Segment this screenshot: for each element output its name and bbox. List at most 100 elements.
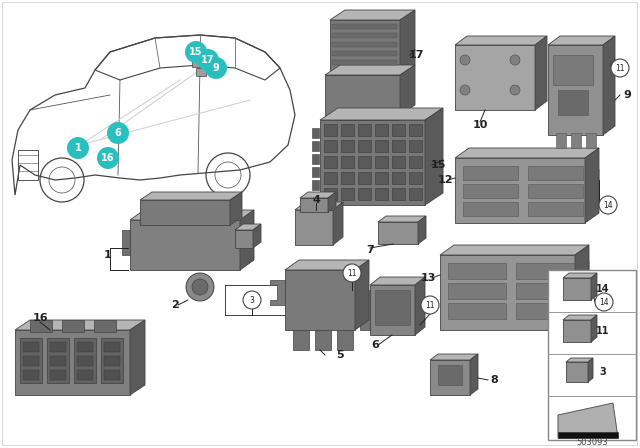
Bar bbox=[375, 140, 388, 152]
Bar bbox=[312, 193, 319, 203]
Bar bbox=[392, 188, 405, 200]
Text: 17: 17 bbox=[201, 55, 215, 65]
Bar bbox=[312, 154, 319, 164]
Text: 1: 1 bbox=[75, 143, 81, 153]
Polygon shape bbox=[430, 354, 478, 360]
Polygon shape bbox=[270, 280, 285, 305]
Bar bbox=[47, 338, 69, 383]
Bar bbox=[315, 330, 331, 350]
Bar bbox=[341, 124, 354, 136]
Polygon shape bbox=[575, 261, 589, 290]
Bar bbox=[341, 172, 354, 184]
Bar bbox=[15, 330, 130, 395]
Polygon shape bbox=[15, 320, 145, 330]
Polygon shape bbox=[140, 192, 242, 200]
Polygon shape bbox=[370, 277, 425, 285]
Bar bbox=[563, 320, 591, 342]
Bar bbox=[295, 210, 333, 245]
Bar bbox=[77, 356, 93, 366]
Text: 6: 6 bbox=[371, 340, 379, 350]
Text: 13: 13 bbox=[420, 273, 436, 283]
Bar bbox=[140, 200, 230, 225]
Bar bbox=[566, 362, 588, 382]
Circle shape bbox=[205, 57, 227, 79]
Text: 6: 6 bbox=[115, 128, 122, 138]
Text: 10: 10 bbox=[472, 120, 488, 130]
Bar bbox=[548, 45, 603, 135]
Bar bbox=[341, 156, 354, 168]
Bar bbox=[312, 180, 319, 190]
Polygon shape bbox=[588, 358, 593, 382]
Polygon shape bbox=[122, 230, 130, 255]
Polygon shape bbox=[235, 224, 261, 230]
Circle shape bbox=[67, 137, 89, 159]
Bar bbox=[455, 158, 585, 223]
Bar bbox=[438, 365, 462, 385]
Bar bbox=[375, 188, 388, 200]
Circle shape bbox=[510, 55, 520, 65]
Bar bbox=[463, 202, 518, 216]
Polygon shape bbox=[355, 260, 369, 330]
Text: 5: 5 bbox=[336, 350, 344, 360]
Bar bbox=[94, 320, 116, 332]
Bar bbox=[77, 370, 93, 380]
Circle shape bbox=[595, 293, 613, 311]
Bar bbox=[325, 75, 400, 115]
Polygon shape bbox=[377, 111, 382, 135]
Text: 14: 14 bbox=[596, 284, 610, 294]
Circle shape bbox=[186, 273, 214, 301]
Bar bbox=[558, 90, 588, 115]
Text: 11: 11 bbox=[596, 326, 610, 336]
Bar bbox=[392, 172, 405, 184]
Bar bbox=[312, 141, 319, 151]
Polygon shape bbox=[585, 169, 599, 198]
Bar bbox=[409, 188, 422, 200]
Bar bbox=[332, 33, 397, 38]
Bar bbox=[351, 115, 361, 135]
Polygon shape bbox=[378, 216, 426, 222]
Bar bbox=[553, 55, 593, 85]
Polygon shape bbox=[285, 260, 369, 270]
Text: 16: 16 bbox=[101, 153, 115, 163]
Bar bbox=[332, 51, 397, 56]
Polygon shape bbox=[440, 245, 589, 255]
Bar bbox=[448, 263, 506, 279]
Text: 3: 3 bbox=[250, 296, 255, 305]
Bar bbox=[586, 133, 596, 148]
Bar bbox=[409, 156, 422, 168]
Polygon shape bbox=[548, 36, 615, 45]
Polygon shape bbox=[563, 315, 597, 320]
Text: 17: 17 bbox=[408, 50, 424, 60]
Circle shape bbox=[421, 296, 439, 314]
Bar bbox=[324, 172, 337, 184]
Polygon shape bbox=[351, 111, 366, 115]
Circle shape bbox=[611, 59, 629, 77]
Polygon shape bbox=[230, 192, 242, 225]
Circle shape bbox=[192, 279, 208, 295]
Bar bbox=[358, 140, 371, 152]
Bar bbox=[196, 68, 206, 76]
Polygon shape bbox=[418, 216, 426, 244]
Polygon shape bbox=[585, 148, 599, 223]
Circle shape bbox=[185, 41, 207, 63]
Polygon shape bbox=[400, 10, 415, 75]
Bar bbox=[358, 188, 371, 200]
Bar bbox=[74, 338, 96, 383]
Polygon shape bbox=[367, 111, 382, 115]
Text: 2: 2 bbox=[171, 300, 179, 310]
Bar bbox=[528, 202, 583, 216]
Circle shape bbox=[460, 55, 470, 65]
Circle shape bbox=[107, 122, 129, 144]
Polygon shape bbox=[130, 210, 254, 220]
Text: 11: 11 bbox=[615, 64, 625, 73]
Text: 14: 14 bbox=[599, 297, 609, 306]
Bar bbox=[23, 342, 39, 352]
Circle shape bbox=[97, 147, 119, 169]
Bar bbox=[104, 370, 120, 380]
Polygon shape bbox=[393, 111, 398, 135]
Bar bbox=[50, 356, 66, 366]
Bar bbox=[293, 330, 309, 350]
Bar bbox=[409, 124, 422, 136]
Polygon shape bbox=[330, 10, 415, 20]
Text: 9: 9 bbox=[212, 63, 220, 73]
